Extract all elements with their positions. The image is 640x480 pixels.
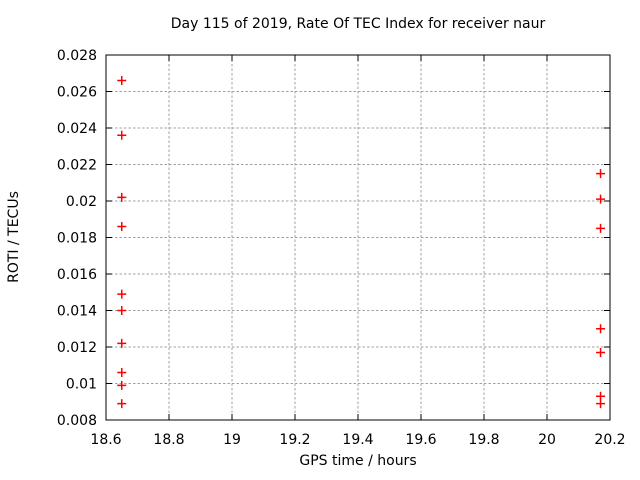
y-tick-label: 0.018 <box>57 231 97 247</box>
x-tick-label: 20.2 <box>594 432 625 448</box>
x-tick-label: 19.6 <box>405 432 436 448</box>
x-tick-label: 19.2 <box>279 432 310 448</box>
y-tick-label: 0.01 <box>66 377 97 393</box>
data-point <box>117 399 127 409</box>
y-tick-label: 0.024 <box>57 121 97 137</box>
data-point <box>117 222 127 232</box>
data-point <box>117 192 127 202</box>
x-tick-label: 19.8 <box>468 432 499 448</box>
data-point <box>596 399 606 409</box>
y-tick-label: 0.02 <box>66 194 97 210</box>
data-point <box>596 169 606 179</box>
data-point <box>117 380 127 390</box>
y-tick-label: 0.008 <box>57 413 97 429</box>
data-point <box>117 289 127 299</box>
y-tick-label: 0.012 <box>57 340 97 356</box>
chart-title: Day 115 of 2019, Rate Of TEC Index for r… <box>170 16 546 32</box>
y-tick-label: 0.026 <box>57 85 97 101</box>
data-point <box>596 347 606 357</box>
x-tick-label: 18.6 <box>90 432 121 448</box>
x-tick-label: 19 <box>223 432 241 448</box>
data-point <box>117 130 127 140</box>
data-point <box>117 306 127 315</box>
data-point <box>596 223 606 233</box>
x-axis-title: GPS time / hours <box>299 453 417 469</box>
y-tick-label: 0.016 <box>57 267 97 283</box>
data-point <box>596 194 606 204</box>
y-tick-label: 0.028 <box>57 48 97 64</box>
plot-border <box>105 54 611 421</box>
data-point <box>596 324 606 334</box>
y-tick-label: 0.022 <box>57 158 97 174</box>
x-tick-label: 18.8 <box>153 432 184 448</box>
data-point <box>117 368 127 378</box>
x-tick-label: 20 <box>538 432 556 448</box>
data-point <box>117 76 127 86</box>
x-tick-label: 19.4 <box>342 432 373 448</box>
data-point <box>117 338 127 348</box>
y-tick-label: 0.014 <box>57 304 97 320</box>
